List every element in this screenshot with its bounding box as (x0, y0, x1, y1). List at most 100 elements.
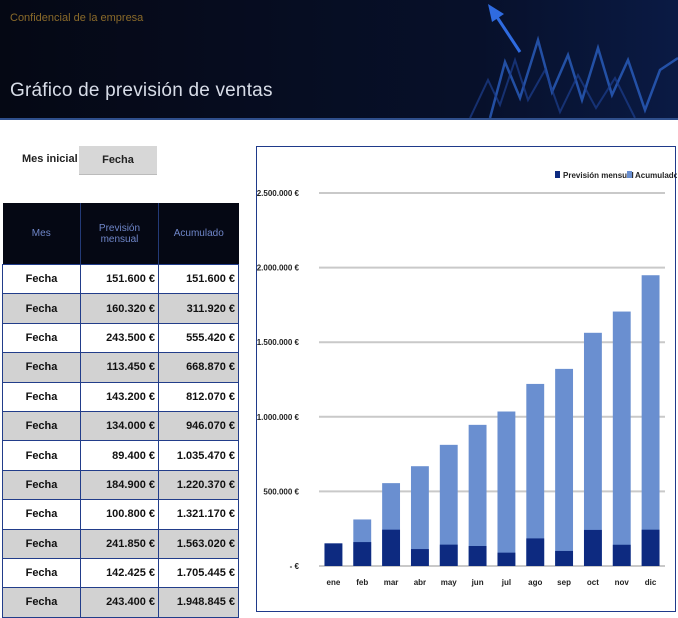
cell-monthly[interactable]: 241.850 € (80, 528, 159, 559)
cell-monthly[interactable]: 184.900 € (80, 469, 159, 501)
y-tick-label: 1.500.000 € (257, 338, 300, 347)
bar-acumulado (555, 368, 574, 566)
cell-month[interactable]: Fecha (2, 528, 81, 559)
bar-prevision-mensual (526, 538, 545, 566)
legend-label: Acumulado (635, 171, 677, 180)
cell-monthly[interactable]: 89.400 € (80, 440, 159, 471)
cell-month[interactable]: Fecha (2, 557, 81, 589)
cell-monthly[interactable]: 151.600 € (80, 263, 159, 295)
cell-monthly[interactable]: 134.000 € (80, 410, 159, 442)
y-tick-label: 1.000.000 € (257, 413, 300, 422)
cell-month[interactable]: Fecha (2, 381, 81, 412)
y-tick-label: 2.000.000 € (257, 264, 300, 273)
table-row: Fecha 151.600 € 151.600 € (2, 263, 239, 295)
trend-arrow-graphic (0, 0, 678, 118)
cell-cumulative[interactable]: 151.600 € (158, 263, 239, 295)
table-row: Fecha 134.000 € 946.070 € (2, 410, 239, 442)
bar-prevision-mensual (641, 529, 660, 566)
table-row: Fecha 100.800 € 1.321.170 € (2, 499, 239, 530)
table-row: Fecha 143.200 € 812.070 € (2, 381, 239, 412)
table-row: Fecha 243.400 € 1.948.845 € (2, 587, 239, 618)
cell-cumulative[interactable]: 1.321.170 € (158, 499, 239, 530)
cell-cumulative[interactable]: 555.420 € (158, 322, 239, 354)
bar-acumulado (468, 424, 487, 566)
cell-monthly[interactable]: 160.320 € (80, 293, 159, 324)
bar-prevision-mensual (410, 549, 429, 566)
cell-cumulative[interactable]: 1.705.445 € (158, 557, 239, 589)
table-row: Fecha 113.450 € 668.870 € (2, 352, 239, 383)
bar-prevision-mensual (555, 550, 574, 566)
header-divider (0, 118, 678, 120)
chart-canvas: - € 500.000 € 1.000.000 € 1.500.000 € 2.000.… (257, 171, 677, 587)
cell-cumulative[interactable]: 1.035.470 € (158, 440, 239, 471)
bar-prevision-mensual (382, 529, 401, 566)
cell-monthly[interactable]: 243.400 € (80, 587, 159, 618)
bar-acumulado (439, 444, 458, 566)
table-row: Fecha 89.400 € 1.035.470 € (2, 440, 239, 471)
bar-prevision-mensual (497, 552, 516, 566)
table-row: Fecha 142.425 € 1.705.445 € (2, 557, 239, 589)
cell-month[interactable]: Fecha (2, 499, 81, 530)
x-tick-label: nov (615, 578, 630, 587)
table-row: Fecha 241.850 € 1.563.020 € (2, 528, 239, 559)
x-tick-label: oct (587, 578, 599, 587)
x-tick-label: jun (471, 578, 484, 587)
legend-label: Previsión mensual (563, 171, 634, 180)
cell-month[interactable]: Fecha (2, 469, 81, 501)
legend-swatch (627, 171, 632, 178)
table-header-row: Mes Previsión mensual Acumulado (2, 203, 239, 265)
cell-month[interactable]: Fecha (2, 322, 81, 354)
cell-cumulative[interactable]: 311.920 € (158, 293, 239, 324)
cell-month[interactable]: Fecha (2, 263, 81, 295)
bar-prevision-mensual (612, 544, 631, 566)
cell-monthly[interactable]: 113.450 € (80, 352, 159, 383)
col-header-monthly-forecast: Previsión mensual (80, 203, 159, 265)
cell-monthly[interactable]: 243.500 € (80, 322, 159, 354)
x-tick-label: ene (327, 578, 341, 587)
cell-cumulative[interactable]: 1.563.020 € (158, 528, 239, 559)
bar-acumulado (526, 383, 545, 566)
y-tick-label: 500.000 € (263, 487, 299, 496)
x-tick-label: feb (356, 578, 368, 587)
cell-cumulative[interactable]: 1.948.845 € (158, 587, 239, 618)
header-banner: Confidencial de la empresa Gráfico de pr… (0, 0, 678, 118)
x-tick-label: mar (384, 578, 399, 587)
bar-acumulado (583, 332, 602, 566)
legend-swatch (555, 171, 560, 178)
bar-acumulado (497, 411, 516, 566)
x-tick-label: dic (645, 578, 657, 587)
start-month-label: Mes inicial (22, 153, 78, 165)
table-row: Fecha 184.900 € 1.220.370 € (2, 469, 239, 501)
cell-monthly[interactable]: 142.425 € (80, 557, 159, 589)
table-row: Fecha 160.320 € 311.920 € (2, 293, 239, 324)
cell-month[interactable]: Fecha (2, 440, 81, 471)
x-tick-label: jul (501, 578, 511, 587)
sales-forecast-chart[interactable]: - € 500.000 € 1.000.000 € 1.500.000 € 2.000.… (256, 146, 677, 612)
cell-cumulative[interactable]: 946.070 € (158, 410, 239, 442)
cell-month[interactable]: Fecha (2, 587, 81, 618)
start-month-field[interactable]: Fecha (79, 146, 157, 175)
bar-acumulado (641, 275, 660, 566)
page-title: Gráfico de previsión de ventas (10, 80, 273, 101)
bar-prevision-mensual (324, 543, 343, 566)
cell-cumulative[interactable]: 812.070 € (158, 381, 239, 412)
cell-monthly[interactable]: 143.200 € (80, 381, 159, 412)
bar-prevision-mensual (583, 529, 602, 566)
y-tick-label: 2.500.000 € (257, 189, 300, 198)
cell-cumulative[interactable]: 668.870 € (158, 352, 239, 383)
table-row: Fecha 243.500 € 555.420 € (2, 322, 239, 354)
cell-month[interactable]: Fecha (2, 352, 81, 383)
cell-cumulative[interactable]: 1.220.370 € (158, 469, 239, 501)
bar-prevision-mensual (439, 544, 458, 566)
cell-month[interactable]: Fecha (2, 410, 81, 442)
bar-acumulado (612, 311, 631, 566)
cell-monthly[interactable]: 100.800 € (80, 499, 159, 530)
x-tick-label: ago (528, 578, 542, 587)
y-tick-label: - € (290, 562, 300, 571)
x-tick-label: sep (557, 578, 571, 587)
bar-prevision-mensual (468, 546, 487, 566)
cell-month[interactable]: Fecha (2, 293, 81, 324)
col-header-cumulative: Acumulado (158, 203, 239, 265)
forecast-table: Mes Previsión mensual Acumulado Fecha 15… (2, 203, 239, 618)
confidential-label: Confidencial de la empresa (10, 12, 144, 24)
